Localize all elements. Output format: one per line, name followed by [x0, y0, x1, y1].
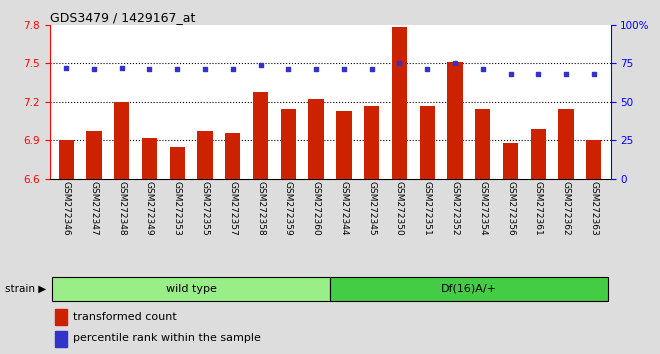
Point [311, 67, 321, 72]
Text: strain ▶: strain ▶ [5, 284, 46, 294]
Bar [420, 105, 435, 179]
Bar [197, 131, 213, 179]
Text: GSM272344: GSM272344 [339, 181, 348, 235]
Text: GSM272353: GSM272353 [173, 181, 182, 235]
Bar [55, 331, 67, 347]
Bar [531, 129, 546, 179]
Point [589, 71, 599, 77]
Point [61, 65, 71, 71]
Point [144, 67, 154, 72]
Point [88, 67, 99, 72]
Bar [280, 109, 296, 179]
Text: GSM272346: GSM272346 [61, 181, 71, 235]
Point [561, 71, 572, 77]
Point [394, 61, 405, 66]
Bar [253, 92, 268, 179]
Text: GSM272361: GSM272361 [534, 181, 543, 235]
Text: GSM272348: GSM272348 [117, 181, 126, 235]
Text: GSM272360: GSM272360 [312, 181, 321, 235]
Text: GDS3479 / 1429167_at: GDS3479 / 1429167_at [50, 11, 195, 24]
Bar [336, 111, 352, 179]
Text: wild type: wild type [166, 284, 216, 294]
Point [255, 62, 266, 68]
Bar [114, 102, 129, 179]
Text: GSM272359: GSM272359 [284, 181, 293, 235]
Text: GSM272347: GSM272347 [90, 181, 98, 235]
Text: GSM272354: GSM272354 [478, 181, 487, 235]
Bar [170, 147, 185, 179]
Bar [475, 109, 490, 179]
Bar [142, 138, 157, 179]
Bar [392, 27, 407, 179]
Bar [59, 140, 74, 179]
Bar [55, 309, 67, 325]
Text: GSM272357: GSM272357 [228, 181, 238, 235]
Text: GSM272351: GSM272351 [422, 181, 432, 235]
Bar [225, 133, 240, 179]
Text: GSM272362: GSM272362 [562, 181, 570, 235]
Bar [86, 131, 102, 179]
Text: transformed count: transformed count [73, 312, 177, 322]
Text: GSM272355: GSM272355 [201, 181, 209, 235]
Point [200, 67, 211, 72]
Text: GSM272352: GSM272352 [451, 181, 459, 235]
Text: percentile rank within the sample: percentile rank within the sample [73, 333, 261, 343]
Text: GSM272358: GSM272358 [256, 181, 265, 235]
Bar [447, 62, 463, 179]
Bar [586, 140, 601, 179]
Point [506, 71, 516, 77]
Text: GSM272349: GSM272349 [145, 181, 154, 235]
Bar [364, 105, 380, 179]
Text: GSM272363: GSM272363 [589, 181, 599, 235]
Point [172, 67, 183, 72]
Point [477, 67, 488, 72]
Point [283, 67, 294, 72]
Text: GSM272356: GSM272356 [506, 181, 515, 235]
Bar [503, 143, 518, 179]
Point [533, 71, 544, 77]
Point [228, 67, 238, 72]
Point [116, 65, 127, 71]
Bar [52, 278, 330, 301]
Text: GSM272345: GSM272345 [367, 181, 376, 235]
Point [339, 67, 349, 72]
Bar [308, 99, 324, 179]
Point [422, 67, 432, 72]
Bar [558, 109, 574, 179]
Point [366, 67, 377, 72]
Point [449, 61, 460, 66]
Text: GSM272350: GSM272350 [395, 181, 404, 235]
Text: Df(16)A/+: Df(16)A/+ [441, 284, 497, 294]
Bar [330, 278, 608, 301]
